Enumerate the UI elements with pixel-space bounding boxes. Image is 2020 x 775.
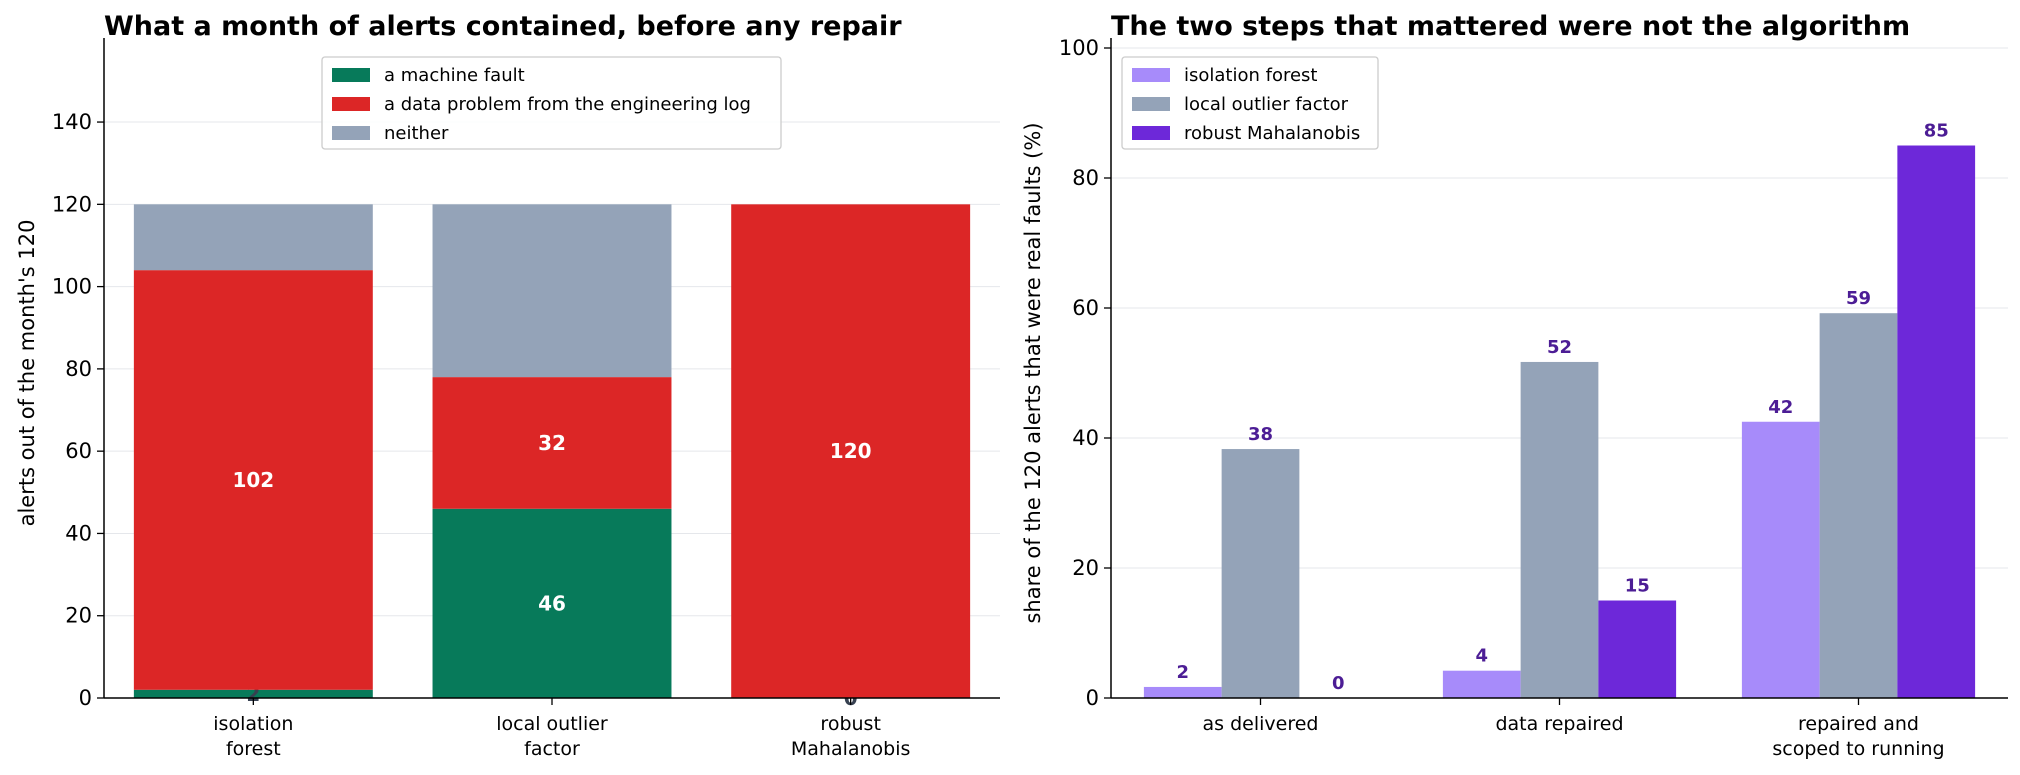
legend-swatch — [1132, 126, 1170, 140]
y-tick-label: 140 — [52, 110, 92, 134]
bar-segment — [133, 689, 373, 698]
y-tick-label: 40 — [1072, 426, 1099, 450]
data-label: 38 — [1248, 424, 1273, 445]
bar-segment — [432, 508, 672, 698]
y-axis-label: share of the 120 alerts that were real f… — [1021, 122, 1045, 623]
x-tick-label: data repaired — [1495, 713, 1623, 735]
y-tick-label: 20 — [1072, 556, 1099, 580]
x-tick-label: robust — [820, 713, 880, 735]
bar-segment — [432, 377, 672, 509]
legend-swatch — [332, 68, 370, 82]
left-chart: 020406080100120140210246320120isolationf… — [15, 11, 1000, 760]
bar — [1598, 600, 1677, 698]
legend: isolation forest local outlier factor robu… — [1121, 56, 1379, 150]
legend-label: robust Mahalanobis — [1184, 123, 1360, 144]
legend-label: a machine fault — [384, 65, 525, 86]
y-tick-label: 0 — [1086, 686, 1099, 710]
bar — [1221, 449, 1300, 698]
bar-segment — [731, 204, 971, 699]
chart-title: The two steps that mattered were not the… — [1111, 11, 1910, 42]
legend-frame — [321, 56, 782, 150]
x-tick-label: repaired and — [1798, 713, 1919, 735]
legend-swatch — [332, 126, 370, 140]
y-tick-label: 60 — [1072, 296, 1099, 320]
y-tick-label: 80 — [1072, 166, 1099, 190]
data-label: 102 — [232, 468, 274, 492]
legend-label: isolation forest — [1184, 65, 1318, 86]
x-tick-label: scoped to running — [1772, 738, 1944, 760]
data-label: 15 — [1625, 576, 1650, 597]
data-label: 4 — [1475, 646, 1488, 667]
x-tick-label: isolation — [213, 713, 293, 735]
y-tick-label: 0 — [79, 686, 92, 710]
legend-swatch — [1132, 97, 1170, 111]
data-label: 2 — [1176, 662, 1189, 683]
bar — [1442, 670, 1521, 698]
legend-swatch — [1132, 68, 1170, 82]
chart-title: What a month of alerts contained, before… — [104, 11, 902, 42]
legend: a machine fault a data problem from the e… — [321, 56, 782, 150]
y-tick-label: 100 — [1059, 36, 1099, 60]
x-tick-label: forest — [226, 738, 281, 760]
legend-label: neither — [384, 123, 449, 144]
bar — [1897, 145, 1976, 698]
y-tick-label: 120 — [52, 192, 92, 216]
data-label: 32 — [538, 431, 566, 455]
legend-label: local outlier factor — [1184, 94, 1349, 115]
data-label: 59 — [1846, 288, 1871, 309]
data-label: 52 — [1547, 337, 1572, 358]
data-label: 42 — [1768, 397, 1793, 418]
right-chart: 0 20 40 60 80 100 2 38 0 4 52 15 42 59 85 as delivered d… — [1021, 11, 2008, 760]
x-tick-label: local outlier — [496, 713, 608, 735]
data-label: 0 — [1332, 673, 1345, 694]
bar-segment — [432, 204, 672, 378]
bar-segment — [133, 270, 373, 690]
bar — [1819, 313, 1898, 698]
bar — [1520, 361, 1599, 698]
x-tick-label: factor — [524, 738, 580, 760]
y-tick-label: 80 — [65, 357, 92, 381]
legend-label: a data problem from the engineering log — [384, 94, 751, 115]
y-tick-label: 60 — [65, 439, 92, 463]
y-tick-label: 20 — [65, 604, 92, 628]
x-tick-label: Mahalanobis — [791, 738, 911, 760]
legend-swatch — [332, 97, 370, 111]
data-label: 120 — [830, 439, 872, 463]
bar-segment — [133, 204, 373, 271]
y-tick-label: 100 — [52, 275, 92, 299]
bar — [1741, 421, 1820, 698]
data-label: 46 — [538, 591, 566, 615]
y-tick-label: 40 — [65, 521, 92, 545]
legend-frame — [1121, 56, 1379, 150]
data-label: 85 — [1924, 121, 1949, 142]
bar — [1143, 686, 1222, 698]
y-axis-label: alerts out of the month's 120 — [15, 220, 39, 527]
x-tick-label: as delivered — [1203, 713, 1319, 735]
